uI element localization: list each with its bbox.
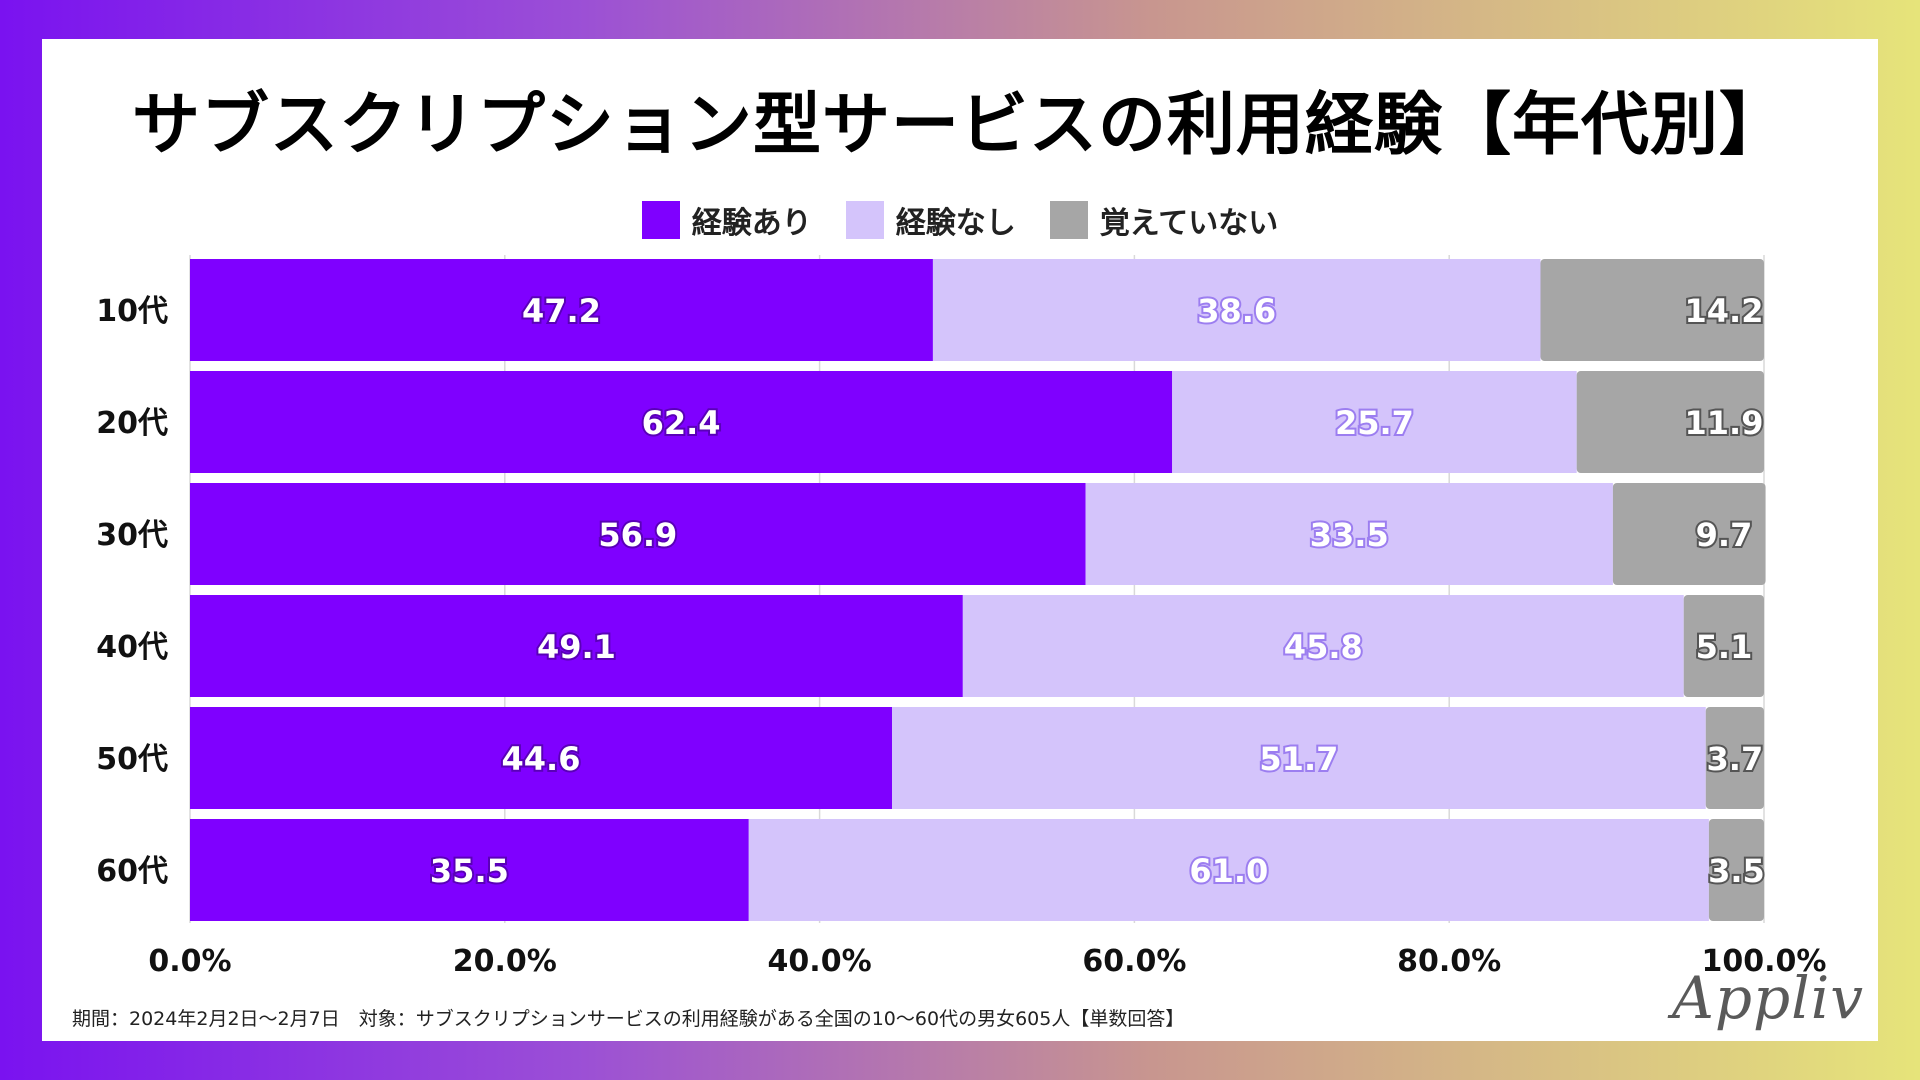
legend-swatch-experienced	[641, 201, 680, 239]
value-label: 62.4	[642, 404, 721, 442]
legend-label-not-experienced: 経験なし	[895, 206, 1016, 241]
value-label: 44.6	[502, 740, 581, 778]
bar-segment	[1085, 483, 1613, 585]
value-label: 14.2	[1685, 292, 1764, 330]
footnote: 期間：2024年2月2日〜2月7日 対象：サブスクリプションサービスの利用経験が…	[72, 1008, 1185, 1030]
category-label: 50代	[96, 742, 168, 777]
bar-segment	[1540, 259, 1764, 361]
x-tick-label: 0.0%	[148, 944, 231, 979]
bar-segment	[190, 483, 1086, 585]
bar-segment	[190, 595, 963, 697]
legend-item-dont-remember: 覚えていない	[1049, 198, 1279, 242]
legend-swatch-dont-remember	[1049, 201, 1088, 239]
chart-title: サブスクリプション型サービスの利用経験【年代別】	[131, 86, 1788, 165]
bar-segment	[1612, 483, 1766, 585]
value-label: 25.7	[1335, 404, 1414, 442]
bar-segment	[1172, 371, 1577, 473]
category-label: 20代	[96, 406, 168, 441]
legend-item-experienced: 経験あり	[641, 198, 812, 242]
bar-segment	[962, 595, 1684, 697]
value-label: 47.2	[522, 292, 601, 330]
applivlogo: Appliv	[1672, 964, 1865, 1032]
x-tick-label: 80.0%	[1397, 944, 1501, 979]
value-label: 61.0	[1189, 852, 1268, 890]
value-label: 35.5	[430, 852, 509, 890]
value-label: 5.1	[1696, 628, 1753, 666]
legend-swatch-not-experienced	[845, 201, 884, 239]
category-label: 10代	[96, 294, 168, 329]
value-label: 11.9	[1685, 404, 1764, 442]
bar-segment	[190, 819, 749, 921]
x-tick-label: 20.0%	[453, 944, 557, 979]
value-label: 38.6	[1197, 292, 1276, 330]
category-label: 40代	[96, 630, 168, 665]
bar-segment	[1683, 595, 1764, 697]
bar-segment	[190, 707, 893, 809]
category-label: 60代	[96, 854, 168, 889]
bar-segment	[190, 371, 1173, 473]
chart-card: サブスクリプション型サービスの利用経験【年代別】 経験あり 経験なし 覚えていな…	[42, 39, 1878, 1041]
category-label: 30代	[96, 518, 168, 553]
x-tick-label: 100.0%	[1702, 944, 1827, 979]
stacked-bar-chart: 10代 20代 30代 40代 50代 60代 47.2 38.6 14.2 62.4 25.7 11…	[96, 255, 1827, 979]
value-label: 3.5	[1708, 852, 1765, 890]
legend-label-experienced: 経験あり	[691, 206, 812, 241]
bar-segment	[932, 259, 1541, 361]
value-label: 56.9	[598, 516, 677, 554]
value-label: 51.7	[1259, 740, 1338, 778]
bar-segment	[190, 259, 933, 361]
value-label: 49.1	[537, 628, 616, 666]
legend-item-not-experienced: 経験なし	[845, 198, 1016, 242]
bar-segment	[1708, 819, 1764, 921]
value-label: 3.7	[1707, 740, 1764, 778]
chart-legend: 経験あり 経験なし 覚えていない	[42, 199, 1878, 241]
x-tick-label: 60.0%	[1082, 944, 1186, 979]
bar-segment	[1576, 371, 1764, 473]
value-label: 9.7	[1696, 516, 1753, 554]
legend-label-dont-remember: 覚えていない	[1099, 206, 1279, 241]
value-label: 45.8	[1284, 628, 1363, 666]
bar-segment	[892, 707, 1706, 809]
x-tick-label: 40.0%	[768, 944, 872, 979]
value-label: 33.5	[1310, 516, 1389, 554]
bar-segment	[748, 819, 1709, 921]
bar-segment	[1705, 707, 1764, 809]
